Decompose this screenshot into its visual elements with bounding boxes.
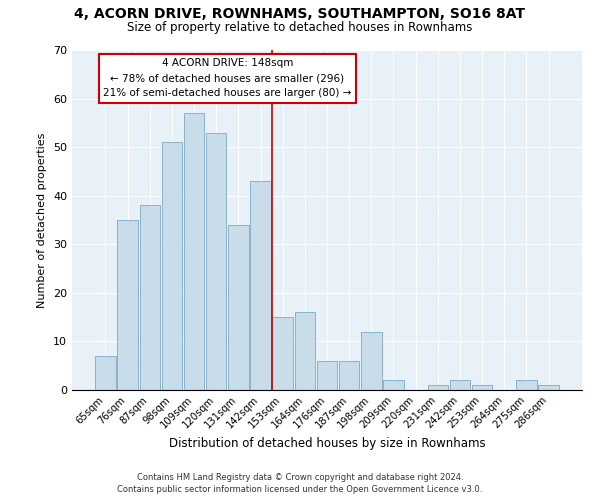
Bar	[184, 113, 204, 390]
Bar	[428, 385, 448, 390]
Text: Size of property relative to detached houses in Rownhams: Size of property relative to detached ho…	[127, 22, 473, 35]
Text: 4 ACORN DRIVE: 148sqm
← 78% of detached houses are smaller (296)
21% of semi-det: 4 ACORN DRIVE: 148sqm ← 78% of detached …	[103, 58, 352, 98]
Bar	[361, 332, 382, 390]
Bar	[450, 380, 470, 390]
Bar	[339, 361, 359, 390]
Bar	[140, 206, 160, 390]
Bar	[295, 312, 315, 390]
Text: 4, ACORN DRIVE, ROWNHAMS, SOUTHAMPTON, SO16 8AT: 4, ACORN DRIVE, ROWNHAMS, SOUTHAMPTON, S…	[74, 8, 526, 22]
X-axis label: Distribution of detached houses by size in Rownhams: Distribution of detached houses by size …	[169, 438, 485, 450]
Bar	[516, 380, 536, 390]
Bar	[228, 225, 248, 390]
Y-axis label: Number of detached properties: Number of detached properties	[37, 132, 47, 308]
Bar	[472, 385, 493, 390]
Bar	[118, 220, 138, 390]
Bar	[250, 181, 271, 390]
Bar	[161, 142, 182, 390]
Bar	[538, 385, 559, 390]
Text: Contains HM Land Registry data © Crown copyright and database right 2024.
Contai: Contains HM Land Registry data © Crown c…	[118, 472, 482, 494]
Bar	[95, 356, 116, 390]
Bar	[272, 317, 293, 390]
Bar	[206, 132, 226, 390]
Bar	[317, 361, 337, 390]
Bar	[383, 380, 404, 390]
